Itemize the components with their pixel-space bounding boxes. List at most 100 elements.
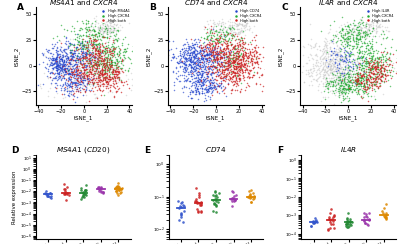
Point (84, 71, 90, 74)
Point (217, 27, 223, 31)
Point (55, 63, 61, 67)
Point (326, 215, 332, 219)
Point (239, 55, 245, 59)
Point (188, 60, 194, 64)
Point (77, 43, 83, 47)
Point (92, 51, 99, 55)
Point (182, 57, 189, 61)
Point (372, 110, 378, 114)
Point (198, 60, 205, 64)
Point (69, 71, 75, 74)
Point (89, 27, 96, 31)
Point (68, 67, 74, 71)
Point (210, 209, 216, 213)
Point (190, 70, 196, 74)
Point (330, 73, 336, 77)
Point (189, 46, 196, 50)
Point (198, 46, 204, 50)
Point (254, 50, 260, 54)
Point (100, 93, 107, 97)
Point (64, 81, 70, 85)
Point (92, 37, 98, 41)
Point (87, 65, 94, 69)
Point (74, 64, 80, 68)
Point (118, 66, 124, 70)
Point (85, 29, 91, 32)
Point (192, 84, 199, 88)
Point (170, 39, 176, 43)
Point (327, 64, 334, 68)
Point (90, 75, 97, 79)
Point (310, 70, 316, 73)
Point (126, 67, 132, 71)
Point (219, 55, 225, 59)
Point (246, 27, 252, 31)
Point (237, 65, 244, 69)
Point (179, 47, 186, 51)
Point (356, 33, 363, 37)
Point (179, 61, 186, 65)
Point (97, 52, 103, 56)
Point (388, 69, 395, 72)
Point (344, 31, 350, 35)
Point (232, 58, 238, 62)
Point (85, 61, 91, 65)
Point (96, 88, 103, 92)
Point (200, 79, 206, 83)
Point (236, 67, 242, 71)
Point (364, 28, 370, 32)
Point (362, 89, 368, 93)
Point (95, 30, 101, 33)
Point (54, 63, 60, 67)
Point (336, 75, 342, 79)
Point (198, 78, 204, 82)
Point (252, 61, 258, 65)
Point (331, 69, 338, 73)
Point (224, 41, 230, 44)
Point (194, 69, 201, 73)
Point (79, 72, 86, 76)
Point (56, 63, 62, 67)
Point (239, 30, 246, 34)
Point (102, 26, 109, 30)
Point (325, 81, 331, 85)
Point (194, 60, 200, 63)
Point (208, 46, 215, 50)
Point (78, 82, 84, 86)
Point (332, 53, 338, 57)
Point (228, 76, 234, 80)
Point (222, 64, 228, 68)
Point (186, 59, 193, 63)
Point (100, 65, 107, 69)
Point (207, 52, 214, 56)
Point (204, 30, 210, 34)
Point (198, 51, 204, 54)
Point (322, 48, 328, 52)
Point (60, 64, 66, 68)
Point (106, 30, 112, 34)
Point (50, 44, 57, 48)
Point (366, 24, 372, 28)
Point (115, 184, 121, 188)
Point (380, 72, 386, 76)
Point (96, 26, 102, 30)
Point (202, 53, 209, 57)
Point (207, 83, 213, 87)
Point (355, 88, 361, 92)
Point (225, 78, 232, 81)
Point (235, 74, 241, 78)
Point (310, 45, 316, 49)
Point (76, 51, 82, 55)
Point (357, 61, 363, 65)
Point (312, 43, 318, 47)
Point (228, 24, 235, 28)
Point (362, 89, 368, 92)
Point (374, 74, 381, 78)
Point (218, 85, 224, 89)
Point (93, 67, 100, 71)
Point (86, 42, 93, 46)
Point (320, 76, 327, 80)
Point (99, 89, 105, 93)
Point (202, 25, 208, 29)
Point (182, 65, 188, 69)
